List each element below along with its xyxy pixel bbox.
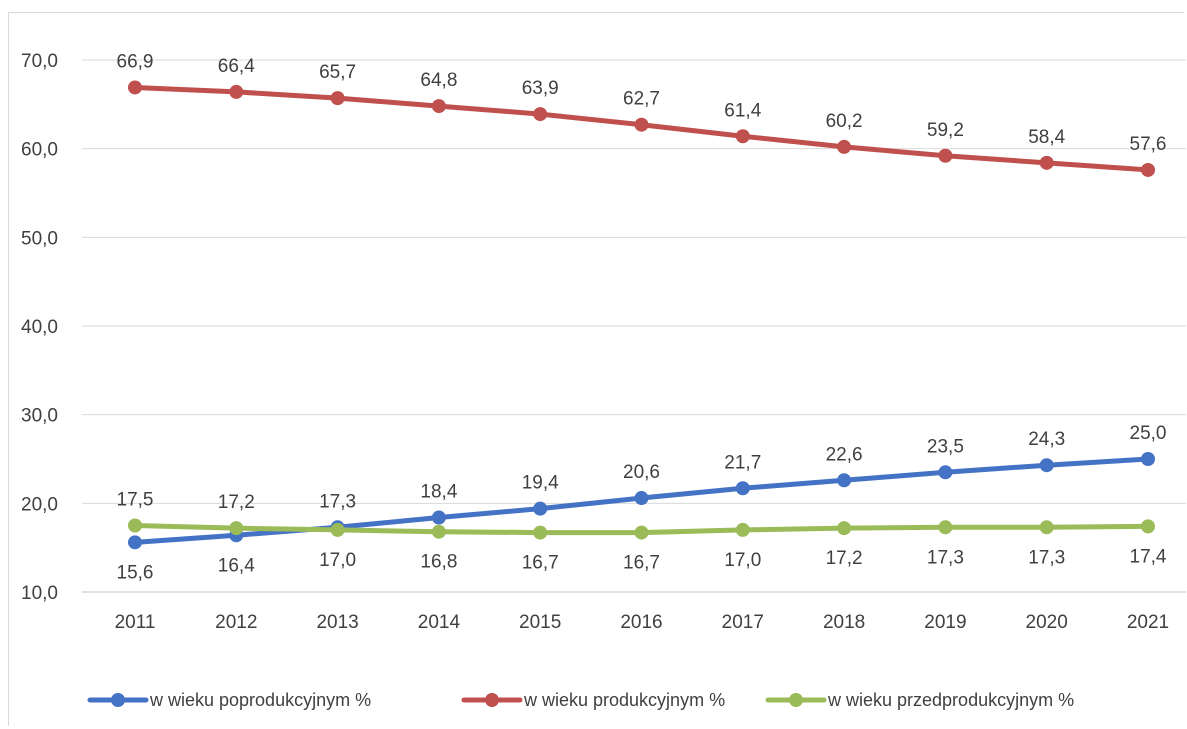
data-label: 63,9 bbox=[522, 78, 559, 99]
legend-swatch-marker bbox=[789, 693, 803, 707]
data-label: 25,0 bbox=[1130, 423, 1167, 444]
data-label: 23,5 bbox=[927, 436, 964, 457]
data-label: 62,7 bbox=[623, 89, 660, 110]
data-point bbox=[431, 510, 446, 525]
data-point bbox=[735, 129, 750, 144]
legend-label: w wieku poprodukcyjnym % bbox=[149, 690, 371, 710]
data-point bbox=[533, 107, 548, 122]
data-label: 65,7 bbox=[319, 62, 356, 83]
data-point bbox=[837, 473, 852, 488]
y-tick-label: 50,0 bbox=[21, 228, 58, 249]
series-lines bbox=[128, 80, 1155, 550]
data-label: 17,3 bbox=[319, 491, 356, 512]
data-point bbox=[431, 99, 446, 114]
x-tick-label: 2013 bbox=[316, 612, 358, 633]
x-tick-label: 2014 bbox=[418, 612, 461, 633]
y-tick-label: 20,0 bbox=[21, 494, 58, 515]
data-label: 58,4 bbox=[1028, 127, 1065, 148]
data-point bbox=[837, 521, 852, 536]
legend: w wieku poprodukcyjnym % w wieku produkcy… bbox=[87, 690, 1074, 710]
legend-swatch-marker bbox=[485, 693, 499, 707]
data-label: 17,3 bbox=[927, 547, 964, 568]
data-point bbox=[938, 520, 953, 535]
data-label: 17,2 bbox=[218, 492, 255, 513]
data-label: 17,5 bbox=[117, 490, 154, 511]
data-label: 16,7 bbox=[623, 553, 660, 574]
x-tick-label: 2011 bbox=[115, 612, 156, 633]
data-point bbox=[533, 501, 548, 516]
data-label: 17,0 bbox=[319, 550, 356, 571]
data-point bbox=[330, 522, 345, 537]
x-tick-label: 2016 bbox=[620, 612, 662, 633]
x-tick-label: 2019 bbox=[924, 612, 966, 633]
data-point bbox=[128, 535, 142, 550]
data-label: 24,3 bbox=[1028, 429, 1065, 450]
data-point bbox=[735, 522, 750, 537]
data-point bbox=[229, 84, 244, 99]
data-label: 17,3 bbox=[1028, 547, 1065, 568]
data-label: 17,2 bbox=[826, 548, 863, 569]
data-point bbox=[1141, 452, 1155, 466]
data-point bbox=[938, 465, 953, 480]
data-point bbox=[1039, 155, 1054, 170]
x-tick-label: 2020 bbox=[1026, 612, 1068, 633]
data-point bbox=[837, 139, 852, 154]
data-point bbox=[1141, 162, 1155, 177]
data-point bbox=[533, 525, 548, 540]
data-point bbox=[634, 491, 649, 506]
data-point bbox=[735, 481, 750, 496]
data-label: 20,6 bbox=[623, 462, 660, 483]
x-tick-label: 2015 bbox=[519, 612, 561, 633]
data-point bbox=[128, 80, 142, 95]
y-tick-label: 40,0 bbox=[21, 317, 58, 338]
y-tick-label: 60,0 bbox=[21, 140, 58, 161]
data-label: 16,8 bbox=[420, 552, 457, 573]
data-label: 66,9 bbox=[117, 51, 154, 72]
data-point bbox=[634, 525, 649, 540]
data-label: 21,7 bbox=[724, 452, 761, 473]
data-label: 18,4 bbox=[420, 482, 457, 503]
x-tick-label: 2017 bbox=[722, 612, 764, 633]
data-label: 57,6 bbox=[1130, 134, 1167, 155]
data-point bbox=[128, 518, 142, 533]
data-label: 60,2 bbox=[826, 111, 863, 132]
legend-label: w wieku przedprodukcyjnym % bbox=[827, 690, 1074, 710]
data-point bbox=[1039, 458, 1054, 473]
data-label: 17,0 bbox=[724, 550, 761, 571]
data-point bbox=[229, 521, 244, 536]
data-point bbox=[634, 117, 649, 132]
x-tick-label: 2021 bbox=[1127, 612, 1169, 633]
y-tick-label: 70,0 bbox=[21, 51, 58, 72]
data-label: 66,4 bbox=[218, 56, 255, 77]
legend-swatch-marker bbox=[111, 693, 125, 707]
data-label: 17,4 bbox=[1130, 546, 1167, 567]
data-point bbox=[1141, 519, 1155, 534]
legend-label: w wieku produkcyjnym % bbox=[523, 690, 725, 710]
gridlines bbox=[82, 59, 1186, 504]
data-point bbox=[431, 524, 446, 539]
data-label: 15,6 bbox=[117, 562, 154, 583]
axes: 10,0 20,0 30,0 40,0 50,0 60,0 70,0 2011 2012 2013… bbox=[21, 51, 1186, 633]
data-label: 61,4 bbox=[724, 100, 761, 121]
chart-frame bbox=[8, 12, 1184, 726]
x-tick-label: 2018 bbox=[823, 612, 865, 633]
data-label: 16,4 bbox=[218, 555, 255, 576]
data-label: 22,6 bbox=[826, 444, 863, 465]
data-label: 64,8 bbox=[420, 70, 457, 91]
x-tick-label: 2012 bbox=[215, 612, 257, 633]
data-point bbox=[330, 91, 345, 106]
data-point bbox=[1039, 520, 1054, 535]
data-label: 16,7 bbox=[522, 553, 559, 574]
data-labels: 15,6 16,4 17,3 18,4 19,4 20,6 21,7 22,6 23,5 24,3… bbox=[117, 51, 1167, 583]
data-label: 19,4 bbox=[522, 473, 559, 494]
y-tick-label: 10,0 bbox=[21, 583, 58, 604]
data-point bbox=[938, 148, 953, 163]
y-tick-label: 30,0 bbox=[21, 406, 58, 427]
data-label: 59,2 bbox=[927, 120, 964, 141]
